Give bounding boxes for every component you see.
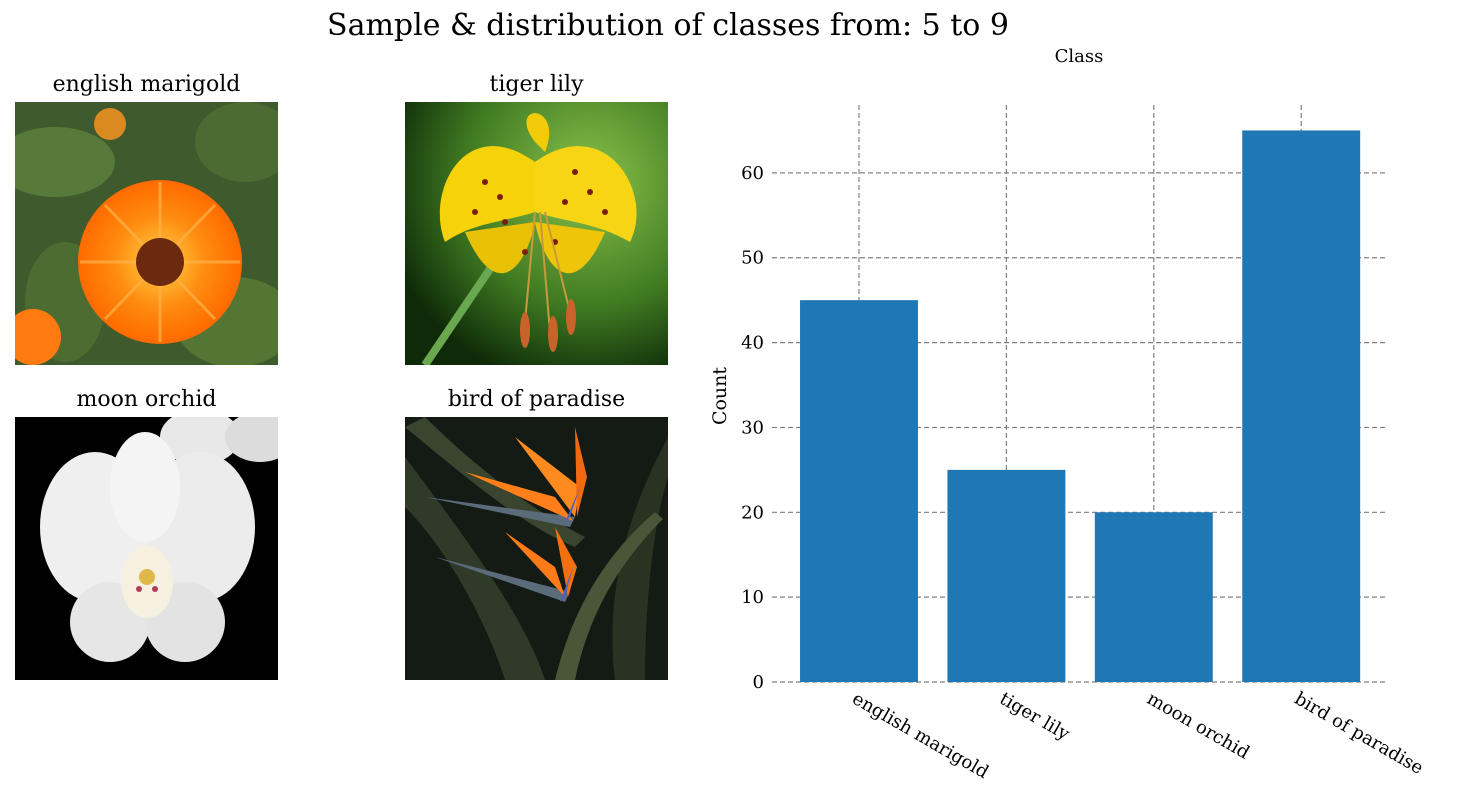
y-tick-label: 20 bbox=[741, 502, 764, 523]
moon-orchid-image bbox=[15, 417, 278, 680]
bar-english-marigold bbox=[800, 300, 918, 682]
bar-tiger-lily bbox=[947, 469, 1066, 682]
sample-label: tiger lily bbox=[489, 72, 584, 97]
y-tick-labels: 0 10 20 30 40 50 60 bbox=[741, 163, 764, 693]
y-tick-label: 60 bbox=[741, 163, 764, 184]
sample-label: moon orchid bbox=[76, 387, 217, 412]
figure-title: Sample & distribution of classes from: 5… bbox=[327, 8, 1009, 43]
y-tick-label: 0 bbox=[753, 672, 764, 693]
x-tick-label: english marigold bbox=[849, 688, 993, 783]
sample-label: bird of paradise bbox=[447, 387, 626, 412]
sample-tiger-lily: tiger lily bbox=[405, 68, 668, 365]
class-distribution-chart: 0 10 20 30 40 50 60 english marigold tiger lily… bbox=[709, 46, 1427, 783]
chart-title: Class bbox=[1055, 46, 1104, 67]
x-tick-label: tiger lily bbox=[996, 688, 1074, 745]
marigold-image bbox=[15, 102, 278, 365]
x-tick-label: bird of paradise bbox=[1291, 688, 1427, 779]
y-tick-label: 50 bbox=[741, 248, 764, 269]
y-tick-label: 10 bbox=[741, 587, 764, 608]
bar-bird-of-paradise bbox=[1242, 130, 1361, 682]
y-tick-label: 40 bbox=[741, 333, 764, 354]
bird-of-paradise-image bbox=[405, 417, 668, 680]
sample-bird-of-paradise: bird of paradise bbox=[405, 383, 668, 680]
x-tick-labels: english marigold tiger lily moon orchid bir… bbox=[849, 688, 1427, 783]
x-tick-label: moon orchid bbox=[1143, 688, 1253, 763]
bars bbox=[800, 130, 1361, 682]
y-tick-label: 30 bbox=[741, 417, 764, 438]
sample-moon-orchid: moon orchid bbox=[15, 383, 278, 680]
sample-label: english marigold bbox=[52, 72, 241, 97]
sample-english-marigold: english marigold bbox=[15, 68, 278, 365]
y-axis-label: Count bbox=[709, 367, 731, 425]
tiger-lily-image bbox=[405, 102, 668, 365]
bar-moon-orchid bbox=[1094, 512, 1213, 682]
